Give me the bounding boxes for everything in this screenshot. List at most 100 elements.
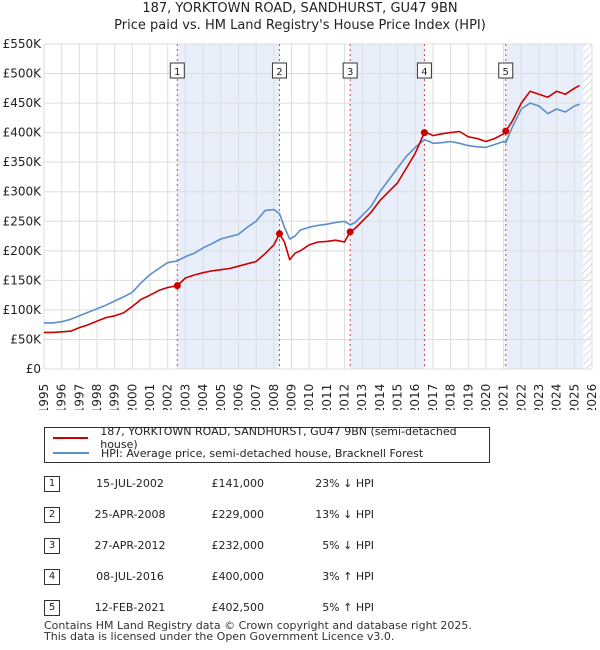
legend: 187, YORKTOWN ROAD, SANDHURST, GU47 9BN … bbox=[44, 425, 490, 463]
sale-label-box bbox=[498, 62, 514, 79]
shaded-range bbox=[505, 44, 584, 369]
sale-label-text: 2 bbox=[276, 67, 282, 78]
table-row: 2 25-APR-2008 £229,000 13% ↓ HPI bbox=[44, 504, 564, 535]
sale-hpi-diff: 23% ↓ HPI bbox=[315, 477, 374, 490]
x-tick-label: 2000 bbox=[125, 384, 139, 410]
sale-date: 12-FEB-2021 bbox=[94, 601, 166, 614]
legend-label-hpi: HPI: Average price, semi-detached house,… bbox=[101, 446, 424, 460]
x-tick-label: 1998 bbox=[90, 384, 104, 410]
legend-swatch-property bbox=[53, 437, 89, 439]
sale-number-badge: 3 bbox=[44, 538, 60, 554]
x-tick-label: 2014 bbox=[373, 384, 387, 410]
x-tick-label: 2005 bbox=[214, 384, 228, 410]
sale-label-box bbox=[416, 62, 432, 79]
y-tick-label: £300K bbox=[3, 185, 43, 199]
x-tick-label: 1995 bbox=[37, 384, 51, 410]
chart-title: 187, YORKTOWN ROAD, SANDHURST, GU47 9BN bbox=[142, 1, 458, 16]
sale-hpi-diff: 3% ↑ HPI bbox=[322, 570, 374, 583]
x-tick-label: 2010 bbox=[302, 384, 316, 410]
y-tick-label: £500K bbox=[3, 67, 43, 81]
y-tick-label: £100K bbox=[3, 303, 43, 317]
footer-line-copyright: Contains HM Land Registry data © Crown c… bbox=[44, 619, 472, 632]
sales-table: 1 15-JUL-2002 £141,000 23% ↓ HPI 2 25-AP… bbox=[44, 473, 564, 628]
sale-label-text: 3 bbox=[347, 67, 353, 78]
sale-date: 15-JUL-2002 bbox=[96, 477, 164, 490]
x-tick-label: 2021 bbox=[497, 384, 511, 410]
x-tick-label: 2024 bbox=[550, 384, 564, 410]
chart-area: 1 2 3 4 5 £0 £50K £100K £150K £200K £250K £300K £35… bbox=[3, 37, 599, 410]
legend-swatch-hpi bbox=[53, 452, 89, 454]
sale-point bbox=[346, 228, 354, 236]
table-row: 1 15-JUL-2002 £141,000 23% ↓ HPI bbox=[44, 473, 564, 504]
x-tick-label: 2015 bbox=[391, 384, 405, 410]
x-tick-label: 2012 bbox=[338, 384, 352, 410]
sale-price: £232,000 bbox=[211, 539, 265, 552]
x-tick-label: 2006 bbox=[231, 384, 245, 410]
x-tick-label: 1999 bbox=[108, 384, 122, 410]
sale-hpi-diff: 13% ↓ HPI bbox=[315, 508, 374, 521]
y-tick-label: £200K bbox=[3, 244, 43, 258]
y-tick-label: £0 bbox=[26, 362, 41, 376]
forecast-hatch bbox=[583, 44, 592, 369]
x-tick-label: 2001 bbox=[143, 384, 157, 410]
x-tick-label: 2016 bbox=[408, 384, 422, 410]
sale-point bbox=[275, 230, 283, 238]
sale-label-text: 1 bbox=[174, 67, 180, 78]
sale-date: 08-JUL-2016 bbox=[96, 570, 164, 583]
sale-price: £141,000 bbox=[211, 477, 265, 490]
x-tick-label: 2009 bbox=[284, 384, 298, 410]
sale-number-badge: 2 bbox=[44, 507, 60, 523]
sale-label-box bbox=[342, 62, 358, 79]
x-tick-label: 2022 bbox=[514, 384, 528, 410]
sale-label-box bbox=[271, 62, 287, 79]
y-tick-label: £400K bbox=[3, 126, 43, 140]
x-tick-label: 2023 bbox=[532, 384, 546, 410]
x-tick-label: 2002 bbox=[161, 384, 175, 410]
x-tick-label: 2017 bbox=[426, 384, 440, 410]
y-tick-label: £50K bbox=[10, 332, 42, 346]
table-row: 3 27-APR-2012 £232,000 5% ↓ HPI bbox=[44, 535, 564, 566]
legend-item-property: 187, YORKTOWN ROAD, SANDHURST, GU47 9BN … bbox=[53, 425, 489, 451]
x-tick-label: 2007 bbox=[249, 384, 263, 410]
sale-point bbox=[173, 282, 181, 290]
sale-number-badge: 5 bbox=[44, 600, 60, 616]
x-tick-label: 2020 bbox=[479, 384, 493, 410]
x-tick-label: 2008 bbox=[267, 384, 281, 410]
sale-label-box bbox=[169, 62, 185, 79]
property-price-line bbox=[44, 84, 580, 334]
x-tick-label: 2003 bbox=[178, 384, 192, 410]
x-tick-label: 2011 bbox=[320, 384, 334, 410]
shaded-range bbox=[350, 44, 425, 369]
sale-price: £400,000 bbox=[211, 570, 265, 583]
chart-subtitle: Price paid vs. HM Land Registry's House … bbox=[114, 18, 486, 33]
x-tick-label: 1996 bbox=[55, 384, 69, 410]
sale-point bbox=[502, 127, 510, 135]
x-tick-label: 2026 bbox=[585, 384, 599, 410]
sale-hpi-diff: 5% ↑ HPI bbox=[322, 601, 374, 614]
footer-attribution: Contains HM Land Registry data © Crown c… bbox=[44, 620, 472, 642]
sale-hpi-diff: 5% ↓ HPI bbox=[322, 539, 374, 552]
table-row: 4 08-JUL-2016 £400,000 3% ↑ HPI bbox=[44, 566, 564, 597]
table-row: 5 12-FEB-2021 £402,500 5% ↑ HPI bbox=[44, 597, 564, 628]
y-tick-label: £550K bbox=[3, 37, 43, 51]
x-tick-label: 1997 bbox=[72, 384, 86, 410]
x-tick-label: 2004 bbox=[196, 384, 210, 410]
x-tick-label: 2013 bbox=[355, 384, 369, 410]
hpi-line bbox=[44, 102, 580, 324]
sale-label-text: 4 bbox=[421, 67, 427, 78]
y-tick-label: £450K bbox=[3, 96, 43, 110]
sale-date: 25-APR-2008 bbox=[94, 508, 166, 521]
sale-point bbox=[420, 129, 428, 137]
sale-number-badge: 4 bbox=[44, 569, 60, 585]
shaded-range bbox=[177, 44, 280, 369]
plot-background bbox=[44, 44, 592, 369]
sale-number-badge: 1 bbox=[44, 476, 60, 492]
x-tick-label: 2018 bbox=[444, 384, 458, 410]
footer-line-licence: This data is licensed under the Open Gov… bbox=[44, 630, 395, 643]
sale-label-text: 5 bbox=[503, 67, 509, 78]
y-tick-label: £150K bbox=[3, 273, 43, 287]
y-tick-label: £350K bbox=[3, 155, 43, 169]
y-tick-label: £250K bbox=[3, 214, 43, 228]
x-tick-label: 2019 bbox=[461, 384, 475, 410]
legend-item-hpi: HPI: Average price, semi-detached house,… bbox=[53, 446, 423, 460]
